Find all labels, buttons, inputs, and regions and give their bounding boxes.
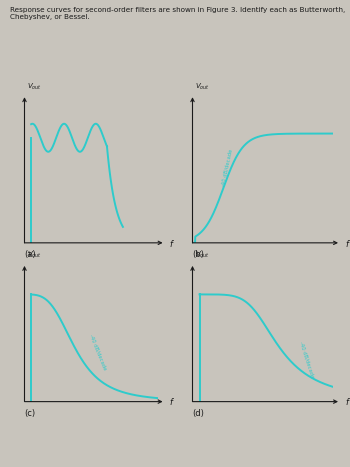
Text: -40 dB/decade: -40 dB/decade — [88, 333, 107, 371]
Text: $V_{out}$: $V_{out}$ — [27, 81, 42, 92]
Text: (b): (b) — [193, 250, 204, 259]
Text: -40 dB/decade: -40 dB/decade — [221, 148, 234, 187]
Text: (d): (d) — [193, 409, 204, 417]
Text: f: f — [169, 240, 173, 249]
Text: f: f — [345, 240, 348, 249]
Text: $V_{out}$: $V_{out}$ — [195, 250, 210, 261]
Text: Response curves for second-order filters are shown in Figure 3. Identify each as: Response curves for second-order filters… — [10, 7, 346, 13]
Text: Chebyshev, or Bessel.: Chebyshev, or Bessel. — [10, 14, 90, 20]
Text: (c): (c) — [25, 409, 36, 417]
Text: $V_{out}$: $V_{out}$ — [195, 81, 210, 92]
Text: -40 dB/decade: -40 dB/decade — [299, 341, 316, 379]
Text: f: f — [169, 398, 173, 407]
Text: $V_{out}$: $V_{out}$ — [27, 250, 42, 261]
Text: (a): (a) — [25, 250, 36, 259]
Text: f: f — [345, 398, 348, 407]
